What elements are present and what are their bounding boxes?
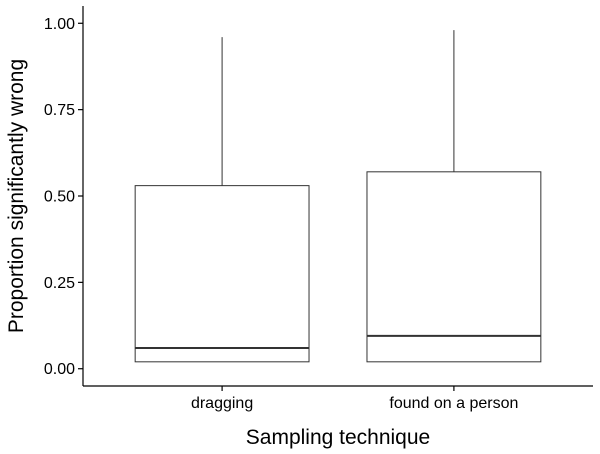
x-tick-label: dragging — [191, 395, 253, 412]
x-axis-title: Sampling technique — [246, 426, 430, 449]
box-1 — [366, 30, 542, 363]
y-tick-label: 0.00 — [44, 361, 75, 378]
plot-area — [134, 30, 542, 363]
x-axis-ticks: dragging found on a person — [191, 386, 518, 412]
x-tick-label: found on a person — [389, 395, 518, 412]
box-iqr — [366, 171, 542, 363]
y-axis-ticks: 0.00 0.25 0.50 0.75 1.00 — [44, 16, 83, 378]
box-iqr — [134, 185, 310, 363]
y-axis-title: Proportion significantly wrong — [5, 59, 28, 333]
y-tick-label: 0.75 — [44, 102, 75, 119]
box-0 — [134, 37, 310, 363]
y-tick-label: 1.00 — [44, 16, 75, 33]
y-tick-label: 0.25 — [44, 275, 75, 292]
y-tick-label: 0.50 — [44, 189, 75, 206]
